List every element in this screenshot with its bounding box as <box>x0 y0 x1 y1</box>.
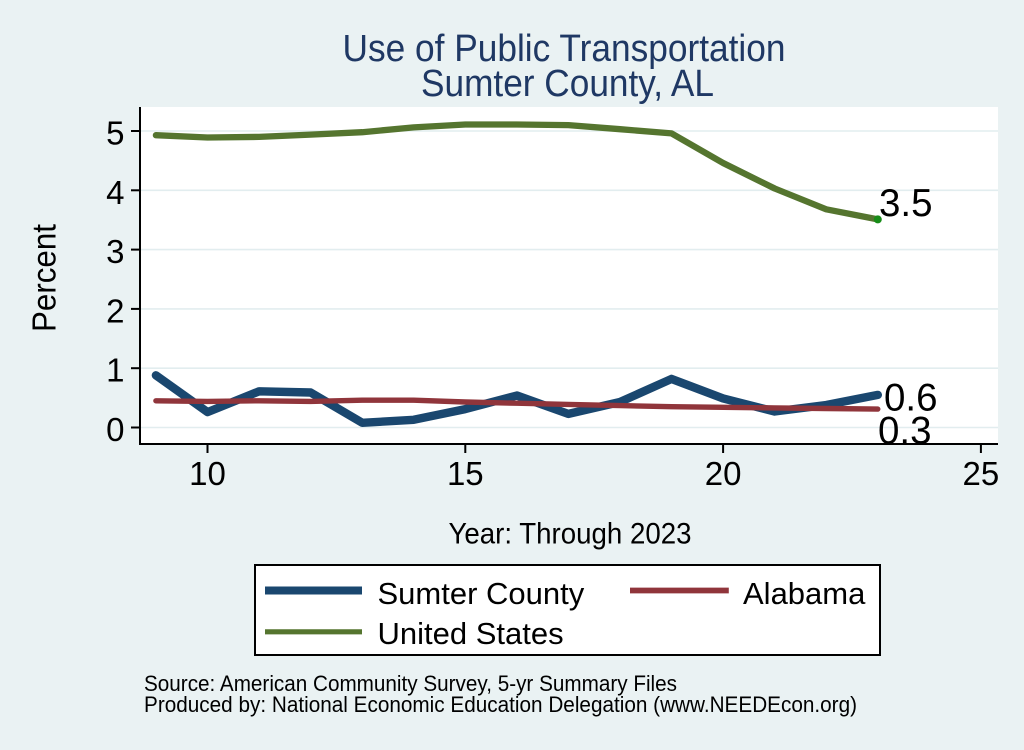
svg-text:20: 20 <box>705 455 742 492</box>
svg-text:2: 2 <box>106 292 124 329</box>
svg-text:4: 4 <box>106 174 124 211</box>
svg-text:Use of Public Transportation: Use of Public Transportation <box>343 28 786 70</box>
svg-text:Percent: Percent <box>26 224 63 332</box>
svg-text:0.6: 0.6 <box>884 377 938 420</box>
svg-text:Sumter County, AL: Sumter County, AL <box>421 63 714 105</box>
svg-text:Year: Through 2023: Year: Through 2023 <box>449 517 692 550</box>
svg-text:1: 1 <box>106 352 124 389</box>
svg-text:Source: American Community Sur: Source: American Community Survey, 5-yr … <box>144 671 677 696</box>
svg-text:5: 5 <box>106 115 124 152</box>
svg-text:15: 15 <box>447 455 484 492</box>
svg-text:25: 25 <box>963 455 1000 492</box>
svg-text:0: 0 <box>106 411 124 448</box>
svg-text:Produced by: National Economic: Produced by: National Economic Education… <box>144 692 857 717</box>
svg-text:3.5: 3.5 <box>879 182 933 225</box>
svg-text:Sumter County: Sumter County <box>378 576 585 611</box>
svg-text:0.3: 0.3 <box>878 410 932 453</box>
svg-text:3: 3 <box>106 233 124 270</box>
svg-text:United States: United States <box>378 616 564 651</box>
svg-text:10: 10 <box>189 455 226 492</box>
svg-text:Alabama: Alabama <box>743 576 866 611</box>
